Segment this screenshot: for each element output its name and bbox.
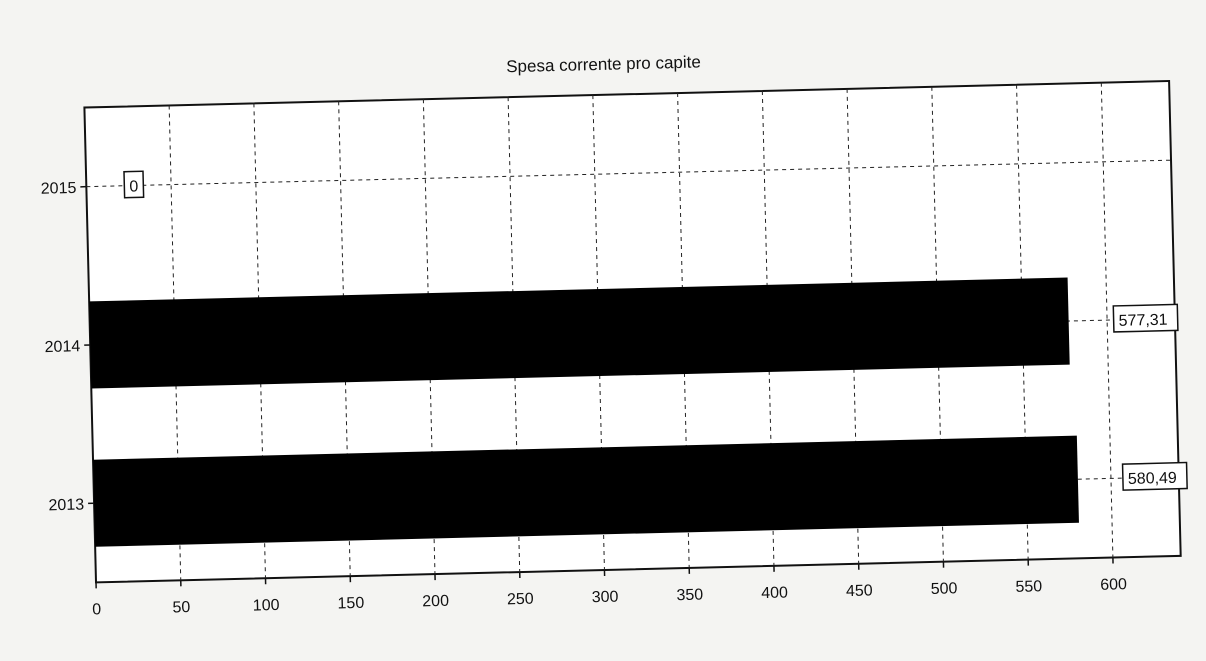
x-tick-label: 300 <box>592 589 619 607</box>
value-label: 0 <box>129 178 138 195</box>
x-tick-label: 250 <box>507 591 534 609</box>
x-tick-label: 50 <box>172 599 190 616</box>
value-label: 577,31 <box>1118 312 1167 330</box>
x-tick-label: 600 <box>1100 576 1127 594</box>
y-tick-label: 2014 <box>44 338 80 356</box>
x-tick-label: 0 <box>92 601 101 618</box>
x-tick-label: 450 <box>846 582 873 600</box>
x-tick-label: 200 <box>422 593 449 611</box>
x-tick-label: 100 <box>253 597 280 615</box>
x-tick-label: 550 <box>1015 578 1042 596</box>
x-tick-label: 500 <box>931 580 958 598</box>
x-tick-label: 350 <box>676 587 703 605</box>
x-tick-label: 400 <box>761 584 788 602</box>
x-tick-label: 150 <box>337 595 364 613</box>
value-label: 580,49 <box>1128 470 1177 488</box>
y-tick-label: 2015 <box>41 180 77 198</box>
y-tick-label: 2013 <box>48 496 84 514</box>
